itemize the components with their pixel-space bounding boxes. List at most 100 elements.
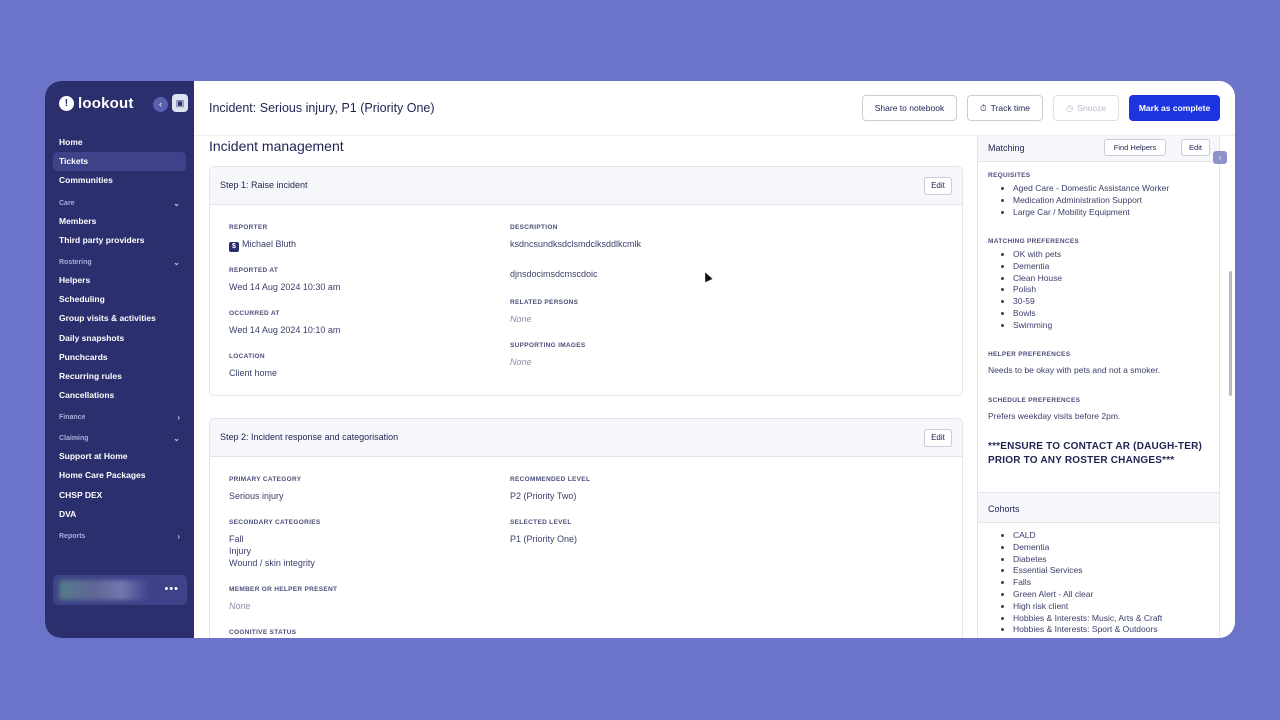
- notification-icon[interactable]: ▣: [172, 94, 188, 112]
- reporter-label: REPORTER: [229, 224, 268, 231]
- sidebar-item-helpers[interactable]: Helpers: [59, 274, 91, 285]
- sidebar-item-group-visits-activities[interactable]: Group visits & activities: [59, 313, 156, 324]
- step1-edit-button[interactable]: Edit: [924, 177, 952, 195]
- matching-preferences-label: MATCHING PREFERENCES: [988, 238, 1080, 245]
- occurred-at-value: Wed 14 Aug 2024 10:10 am: [229, 325, 341, 335]
- snooze-button[interactable]: ◷ Snooze: [1053, 95, 1119, 121]
- incident-content: Incident management Step 1: Raise incide…: [194, 136, 974, 638]
- matching-title: Matching: [988, 143, 1025, 153]
- find-helpers-button[interactable]: Find Helpers: [1104, 139, 1166, 156]
- supporting-images-field: SUPPORTING IMAGES None: [510, 342, 586, 368]
- sidebar-item-daily-snapshots[interactable]: Daily snapshots: [59, 332, 125, 343]
- person-icon: $: [229, 242, 239, 252]
- sidebar-item-third-party-providers[interactable]: Third party providers: [59, 234, 145, 245]
- matching-preference-item: Swimming: [1013, 320, 1213, 332]
- sidebar-section-claiming[interactable]: Claiming ⌄: [53, 431, 186, 447]
- sidebar-item-members[interactable]: Members: [59, 215, 97, 226]
- description-label: DESCRIPTION: [510, 224, 558, 231]
- reporter-value: $ Michael Bluth: [229, 238, 296, 252]
- matching-preference-item: Dementia: [1013, 261, 1213, 273]
- sidebar-item-chsp-dex[interactable]: CHSP DEX: [59, 489, 103, 500]
- cohort-item: Dementia: [1013, 542, 1213, 554]
- sidebar-item-cancellations[interactable]: Cancellations: [59, 390, 115, 401]
- secondary-categories-field: SECONDARY CATEGORIES Fall Injury Wound /…: [229, 519, 320, 569]
- sidebar-section-rostering[interactable]: Rostering ⌄: [53, 255, 186, 271]
- schedule-preferences-section: SCHEDULE PREFERENCES Prefers weekday vis…: [988, 397, 1213, 421]
- secondary-categories-list: Fall Injury Wound / skin integrity: [229, 533, 320, 569]
- chevron-right-icon: ›: [177, 413, 180, 423]
- matching-header: Matching Find Helpers Edit: [978, 136, 1219, 162]
- logo-icon: !: [59, 96, 74, 111]
- collapse-sidebar-button[interactable]: ‹: [153, 97, 168, 112]
- sidebar-item-home[interactable]: Home: [59, 137, 83, 147]
- matching-panel: Matching Find Helpers Edit REQUISITES Ag…: [977, 136, 1220, 638]
- helper-preferences-label: HELPER PREFERENCES: [988, 351, 1071, 358]
- sidebar-item-scheduling[interactable]: Scheduling: [59, 294, 105, 305]
- mark-as-complete-button[interactable]: Mark as complete: [1129, 95, 1220, 121]
- cohort-item: CALD: [1013, 530, 1213, 542]
- sidebar-item-punchcards[interactable]: Punchcards: [59, 351, 108, 362]
- secondary-categories-label: SECONDARY CATEGORIES: [229, 519, 321, 526]
- matching-preference-item: OK with pets: [1013, 249, 1213, 261]
- step2-header: Step 2: Incident response and categorisa…: [210, 419, 962, 457]
- requisites-section: REQUISITES Aged Care - Domestic Assistan…: [988, 172, 1213, 218]
- user-card[interactable]: •••: [53, 575, 187, 605]
- share-label: Share to notebook: [874, 103, 945, 113]
- related-persons-value: None: [510, 314, 532, 324]
- matching-preferences-list: OK with petsDementiaClean HousePolish30-…: [988, 249, 1213, 332]
- more-icon[interactable]: •••: [164, 583, 179, 595]
- page-title: Incident: Serious injury, P1 (Priority O…: [209, 101, 435, 115]
- selected-level-value: P1 (Priority One): [510, 534, 578, 544]
- sidebar-section-reports[interactable]: Reports ›: [53, 529, 186, 545]
- sidebar-section-care[interactable]: Care ⌄: [53, 196, 186, 212]
- matching-preference-item: Polish: [1013, 284, 1213, 296]
- reporter-name[interactable]: Michael Bluth: [242, 239, 297, 249]
- share-to-notebook-button[interactable]: Share to notebook: [862, 95, 957, 121]
- cohorts-header: Cohorts: [978, 492, 1219, 523]
- cohorts-title: Cohorts: [988, 504, 1020, 514]
- chevron-down-icon: ⌄: [173, 434, 180, 444]
- sidebar-item-communities[interactable]: Communities: [59, 175, 113, 186]
- sidebar-section-finance[interactable]: Finance ›: [53, 410, 186, 426]
- scrollbar[interactable]: [1229, 271, 1232, 396]
- roster-warning: ***ENSURE TO CONTACT AR (DAUGH-TER) PRIO…: [988, 441, 1203, 466]
- cohort-item: High risk client: [1013, 601, 1213, 613]
- step2-edit-button[interactable]: Edit: [924, 429, 952, 447]
- sidebar-item-tickets[interactable]: Tickets: [53, 152, 186, 172]
- requisite-item: Medication Administration Support: [1013, 195, 1213, 207]
- sidebar-item-home-care-packages[interactable]: Home Care Packages: [59, 470, 146, 481]
- avatar: [59, 580, 149, 600]
- cohort-item: Falls: [1013, 577, 1213, 589]
- occurred-at-label: OCCURRED AT: [229, 310, 280, 317]
- recommended-level-field: RECOMMENDED LEVEL P2 (Priority Two): [510, 476, 590, 502]
- chevron-down-icon: ⌄: [173, 198, 180, 208]
- sidebar-section-label: Care: [59, 199, 75, 207]
- sidebar-section-label: Reports: [59, 533, 86, 540]
- top-bar: Incident: Serious injury, P1 (Priority O…: [194, 81, 1235, 136]
- description-line-2: djnsdocimsdcmscdoic: [510, 269, 598, 279]
- sidebar-item-dva[interactable]: DVA: [59, 508, 77, 519]
- sidebar-item-support-at-home[interactable]: Support at Home: [59, 451, 128, 462]
- location-label: LOCATION: [229, 353, 265, 360]
- complete-label: Mark as complete: [1138, 103, 1211, 113]
- related-persons-field: RELATED PERSONS None: [510, 299, 578, 325]
- primary-category-label: PRIMARY CATEGORY: [229, 476, 302, 483]
- sidebar-item-recurring-rules[interactable]: Recurring rules: [59, 370, 122, 381]
- member-present-value: None: [229, 601, 251, 611]
- primary-category-value: Serious injury: [229, 491, 284, 501]
- matching-preference-item: 30-59: [1013, 296, 1213, 308]
- snooze-label: Snooze: [1077, 103, 1107, 113]
- track-time-button[interactable]: ⏱ Track time: [967, 95, 1043, 121]
- app-window: ! lookout ‹ ▣ Home Tickets Communities Care…: [45, 81, 1235, 638]
- matching-edit-button[interactable]: Edit: [1181, 139, 1210, 156]
- requisite-item: Large Car / Mobility Equipment: [1013, 207, 1213, 219]
- expand-panel-icon[interactable]: ›: [1213, 151, 1227, 164]
- chevron-down-icon: ⌄: [173, 257, 180, 267]
- logo[interactable]: ! lookout: [59, 95, 134, 112]
- step1-header: Step 1: Raise incident Edit: [210, 167, 962, 205]
- selected-level-field: SELECTED LEVEL P1 (Priority One): [510, 519, 577, 545]
- sidebar-nav: Home Tickets Communities Care ⌄ Members Third …: [53, 133, 186, 545]
- sidebar: ! lookout ‹ ▣ Home Tickets Communities Care…: [45, 81, 194, 638]
- cohort-item: Diabetes: [1013, 554, 1213, 566]
- stopwatch-icon: ⏱: [980, 102, 987, 113]
